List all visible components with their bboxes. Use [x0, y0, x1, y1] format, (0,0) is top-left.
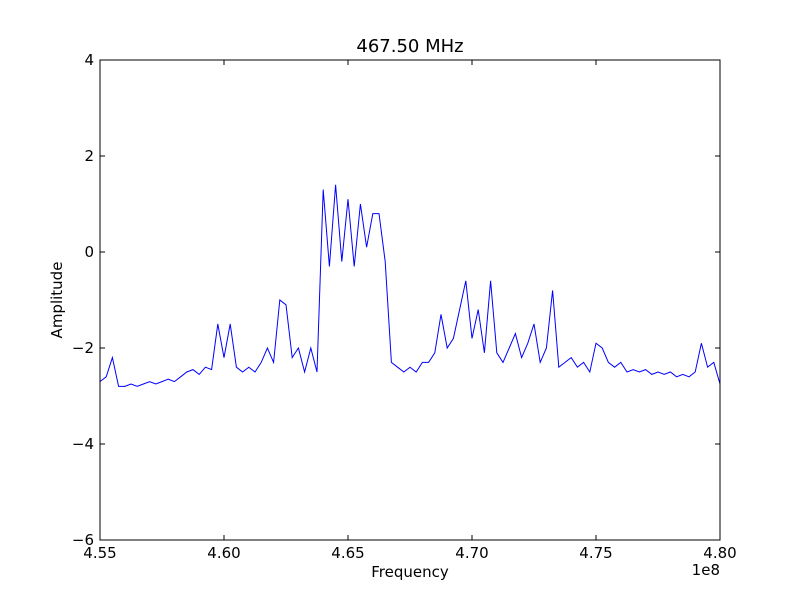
y-tick-label: −4	[72, 435, 94, 453]
x-tick-label: 4.55	[83, 544, 116, 562]
x-tick-label: 4.65	[331, 544, 364, 562]
x-axis-label: Frequency	[371, 563, 449, 581]
y-tick-label: −6	[72, 531, 94, 549]
x-tick-label: 4.70	[455, 544, 488, 562]
x-tick-label: 4.60	[207, 544, 240, 562]
data-line	[99, 184, 721, 387]
x-offset-label: 1e8	[692, 561, 720, 579]
y-tick-label: 0	[84, 243, 94, 261]
x-tick-label: 4.80	[703, 544, 736, 562]
x-tick-label: 4.75	[579, 544, 612, 562]
chart-title: 467.50 MHz	[356, 36, 463, 57]
y-tick-label: 2	[84, 147, 94, 165]
y-tick-label: −2	[72, 339, 94, 357]
plot-frame	[99, 59, 721, 541]
y-tick-label: 4	[84, 51, 94, 69]
y-axis-label: Amplitude	[48, 262, 66, 339]
